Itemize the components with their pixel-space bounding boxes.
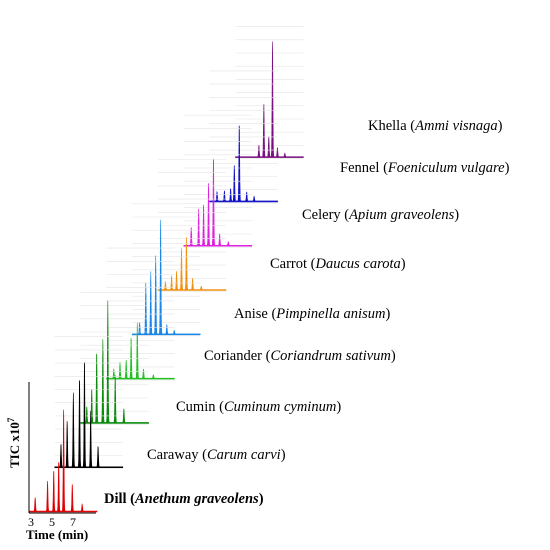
chromatogram-coriander: [106, 247, 175, 381]
y-axis-title: TIC x107: [6, 417, 22, 468]
chromatogram-trace: [235, 41, 304, 158]
grid: [183, 114, 252, 248]
chromatogram-trace: [183, 158, 253, 247]
series-label: Carrot (Daucus carota): [270, 256, 406, 272]
chromatogram-trace: [131, 219, 201, 336]
series-labels: Khella (Ammi visnaga) Fennel (Foeniculum …: [104, 118, 510, 507]
grid: [132, 203, 201, 337]
series-label: Cumin (Cuminum cyminum): [176, 399, 341, 415]
grid: [209, 70, 278, 204]
chromatogram-trace: [157, 237, 227, 291]
series-label: Fennel (Foeniculum vulgare): [340, 160, 510, 176]
chromatogram-celery: [183, 114, 253, 248]
grid: [106, 247, 175, 381]
chromatogram-dill: [28, 409, 98, 513]
axes: 3 5 7 Time (min) TIC x107: [6, 382, 96, 542]
chromatogram-khella: [235, 26, 304, 159]
series-label: Celery (Apium graveolens): [302, 207, 459, 223]
chromatogram-caraway: [54, 336, 124, 470]
series-label: Caraway (Carum carvi): [147, 447, 286, 463]
chromatogram-cumin: [80, 292, 149, 425]
chromatogram-trace: [28, 409, 98, 513]
grid: [158, 159, 226, 292]
chromatogram-carrot: [157, 159, 227, 292]
chromatogram-layers: [28, 26, 304, 513]
x-tick-label: 3: [28, 515, 34, 529]
chromatogram-anise: [131, 203, 201, 337]
series-label: Anise (Pimpinella anisum): [234, 306, 390, 322]
chromatogram-trace: [209, 125, 278, 203]
chromatogram-fennel: [209, 70, 278, 204]
chromatogram-trace: [54, 362, 124, 468]
chromatogram-trace: [106, 322, 175, 380]
series-label: Dill (Anethum graveolens): [104, 491, 264, 507]
series-label: Khella (Ammi visnaga): [368, 118, 503, 134]
x-tick-label: 5: [49, 515, 55, 529]
grid: [235, 26, 304, 159]
grid: [54, 336, 123, 470]
x-axis-title: Time (min): [26, 527, 88, 542]
series-label: Coriander (Coriandrum sativum): [204, 348, 396, 364]
x-tick-label: 7: [70, 515, 76, 529]
